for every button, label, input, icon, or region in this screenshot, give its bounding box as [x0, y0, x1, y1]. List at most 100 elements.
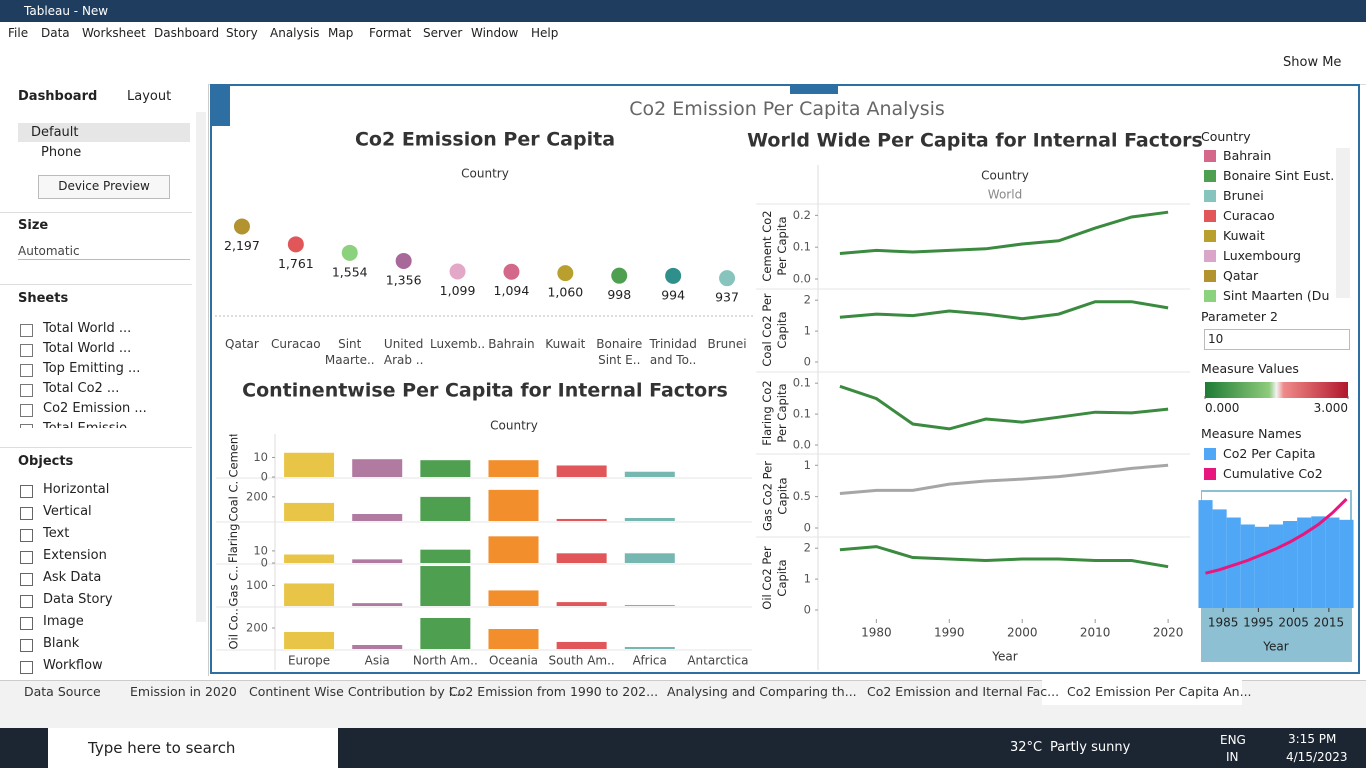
mini-chart-bg: [1201, 490, 1352, 662]
sheet-tab[interactable]: Co2 Emission Per Capita An...: [1067, 684, 1252, 699]
menu-item[interactable]: Map: [328, 26, 354, 40]
object-item[interactable]: Workflow: [43, 658, 103, 673]
sheet-item[interactable]: Total World ...: [43, 321, 132, 336]
section-heading: Sheets: [18, 291, 69, 306]
menu-item[interactable]: Dashboard: [154, 26, 220, 40]
weather-text[interactable]: Partly sunny: [1050, 740, 1131, 755]
sheet-tab[interactable]: Analysing and Comparing th...: [667, 684, 857, 699]
menu-item[interactable]: Window: [471, 26, 519, 40]
region[interactable]: IN: [1226, 750, 1239, 764]
legend-item[interactable]: Kuwait: [1223, 228, 1265, 243]
legend-item[interactable]: Bahrain: [1223, 148, 1272, 163]
object-item[interactable]: Data Story: [43, 592, 113, 607]
legend-title: Parameter 2: [1201, 309, 1278, 324]
object-item[interactable]: Blank: [43, 636, 80, 651]
device-preview-label[interactable]: Device Preview: [58, 179, 150, 193]
legend-swatch: [1204, 190, 1216, 202]
legend-swatch: [1204, 150, 1216, 162]
legend-item[interactable]: Sint Maarten (Du: [1223, 288, 1330, 302]
panel-tab[interactable]: Layout: [127, 89, 172, 104]
section-heading: Size: [18, 218, 49, 233]
object-icon: [20, 639, 33, 652]
search-placeholder[interactable]: Type here to search: [88, 739, 236, 757]
device-preview-button[interactable]: [38, 175, 170, 199]
ramp-label: 3.000: [1313, 401, 1348, 415]
device-option[interactable]: Default: [31, 125, 79, 140]
scrollbar[interactable]: [196, 112, 206, 622]
active-tab[interactable]: [1042, 680, 1242, 707]
legend-swatch: [1204, 448, 1216, 460]
legend-title: Country: [1201, 129, 1251, 144]
frame-grip[interactable]: [790, 86, 838, 94]
legend-item[interactable]: Cumulative Co2: [1223, 466, 1323, 481]
sheet-icon: [20, 384, 33, 397]
status-bar: [0, 705, 1366, 728]
row-label: Cement Co2 P..: [225, 434, 241, 477]
sheet-item[interactable]: Total Emissio...: [43, 421, 139, 428]
legend-item[interactable]: Co2 Per Capita: [1223, 446, 1316, 461]
menu-item[interactable]: Help: [531, 26, 559, 40]
clock-date[interactable]: 4/15/2023: [1286, 750, 1348, 764]
object-item[interactable]: Vertical: [43, 504, 92, 519]
legend-item[interactable]: Luxembourg: [1223, 248, 1301, 263]
frame-handle[interactable]: [210, 84, 230, 126]
legend-list: Bahrain Bonaire Sint Eust.. Brunei Curacao K…: [1201, 146, 1335, 302]
legend-scrollbar[interactable]: [1336, 148, 1350, 298]
row-label: Flaring Co2 Per Capita: [760, 380, 789, 446]
object-item[interactable]: Text: [43, 526, 70, 541]
object-icon: [20, 551, 33, 564]
sheet-tab[interactable]: Co2 Emission and Iternal Fac...: [867, 684, 1060, 699]
menu-item[interactable]: Server: [423, 26, 463, 40]
parameter-value[interactable]: 10: [1208, 332, 1224, 346]
legend-swatch: [1204, 230, 1216, 242]
sheet-icon: [20, 324, 33, 337]
sheet-tab[interactable]: Continent Wise Contribution by I...: [249, 684, 465, 699]
menu-item[interactable]: Story: [226, 26, 258, 40]
sheet-icon: [20, 364, 33, 377]
legend-item[interactable]: Brunei: [1223, 188, 1264, 203]
dashboard-title: Co2 Emission Per Capita Analysis: [629, 98, 945, 120]
sheet-icon: [20, 344, 33, 357]
legend-item[interactable]: Qatar: [1223, 268, 1259, 283]
sheet-item[interactable]: Top Emitting ...: [43, 361, 141, 376]
menu-item[interactable]: Analysis: [270, 26, 320, 40]
sheet-item[interactable]: Total Co2 ...: [43, 381, 120, 396]
search-box[interactable]: [48, 728, 338, 768]
row-label: Oil Co..: [226, 608, 240, 649]
language[interactable]: ENG: [1220, 733, 1246, 747]
x-tick-label: Trinidad and To..: [649, 337, 697, 367]
legend-item[interactable]: Bonaire Sint Eust..: [1223, 168, 1335, 183]
x-tick-label: Sint Maarte..: [324, 337, 375, 367]
sheet-item[interactable]: Total World ...: [43, 341, 132, 356]
clock-time[interactable]: 3:15 PM: [1288, 732, 1337, 746]
menu-item[interactable]: File: [8, 26, 29, 40]
object-item[interactable]: Horizontal: [43, 482, 110, 497]
panel-tab[interactable]: Dashboard: [18, 89, 98, 104]
device-option[interactable]: Phone: [41, 145, 82, 160]
legend-item[interactable]: Curacao: [1223, 208, 1275, 223]
parameter-input[interactable]: [1204, 329, 1350, 350]
legend-swatch: [1204, 468, 1216, 480]
sheet-item[interactable]: Co2 Emission ...: [43, 401, 147, 416]
object-icon: [20, 661, 33, 674]
object-icon: [20, 617, 33, 630]
object-icon: [20, 573, 33, 586]
sheet-tab[interactable]: Data Source: [24, 684, 101, 699]
sheet-tab[interactable]: Co2 Emission from 1990 to 202...: [449, 684, 659, 699]
size-dropdown[interactable]: Automatic: [18, 243, 190, 260]
sheet-tab[interactable]: Emission in 2020: [130, 684, 237, 699]
object-item[interactable]: Ask Data: [43, 570, 102, 585]
menu-item[interactable]: Format: [369, 26, 412, 40]
menu-item[interactable]: Data: [41, 26, 70, 40]
legend-swatch: [1204, 290, 1216, 302]
divider: [0, 447, 192, 448]
sheet-icon: [20, 404, 33, 417]
toolbar: [0, 44, 1366, 85]
object-item[interactable]: Image: [43, 614, 84, 629]
object-item[interactable]: Extension: [43, 548, 107, 563]
object-icon: [20, 507, 33, 520]
weather-temp[interactable]: 32°C: [1010, 740, 1043, 755]
row-label: Gas C..: [226, 565, 240, 606]
show-me-button[interactable]: Show Me: [1283, 55, 1342, 70]
menu-item[interactable]: Worksheet: [82, 26, 146, 40]
